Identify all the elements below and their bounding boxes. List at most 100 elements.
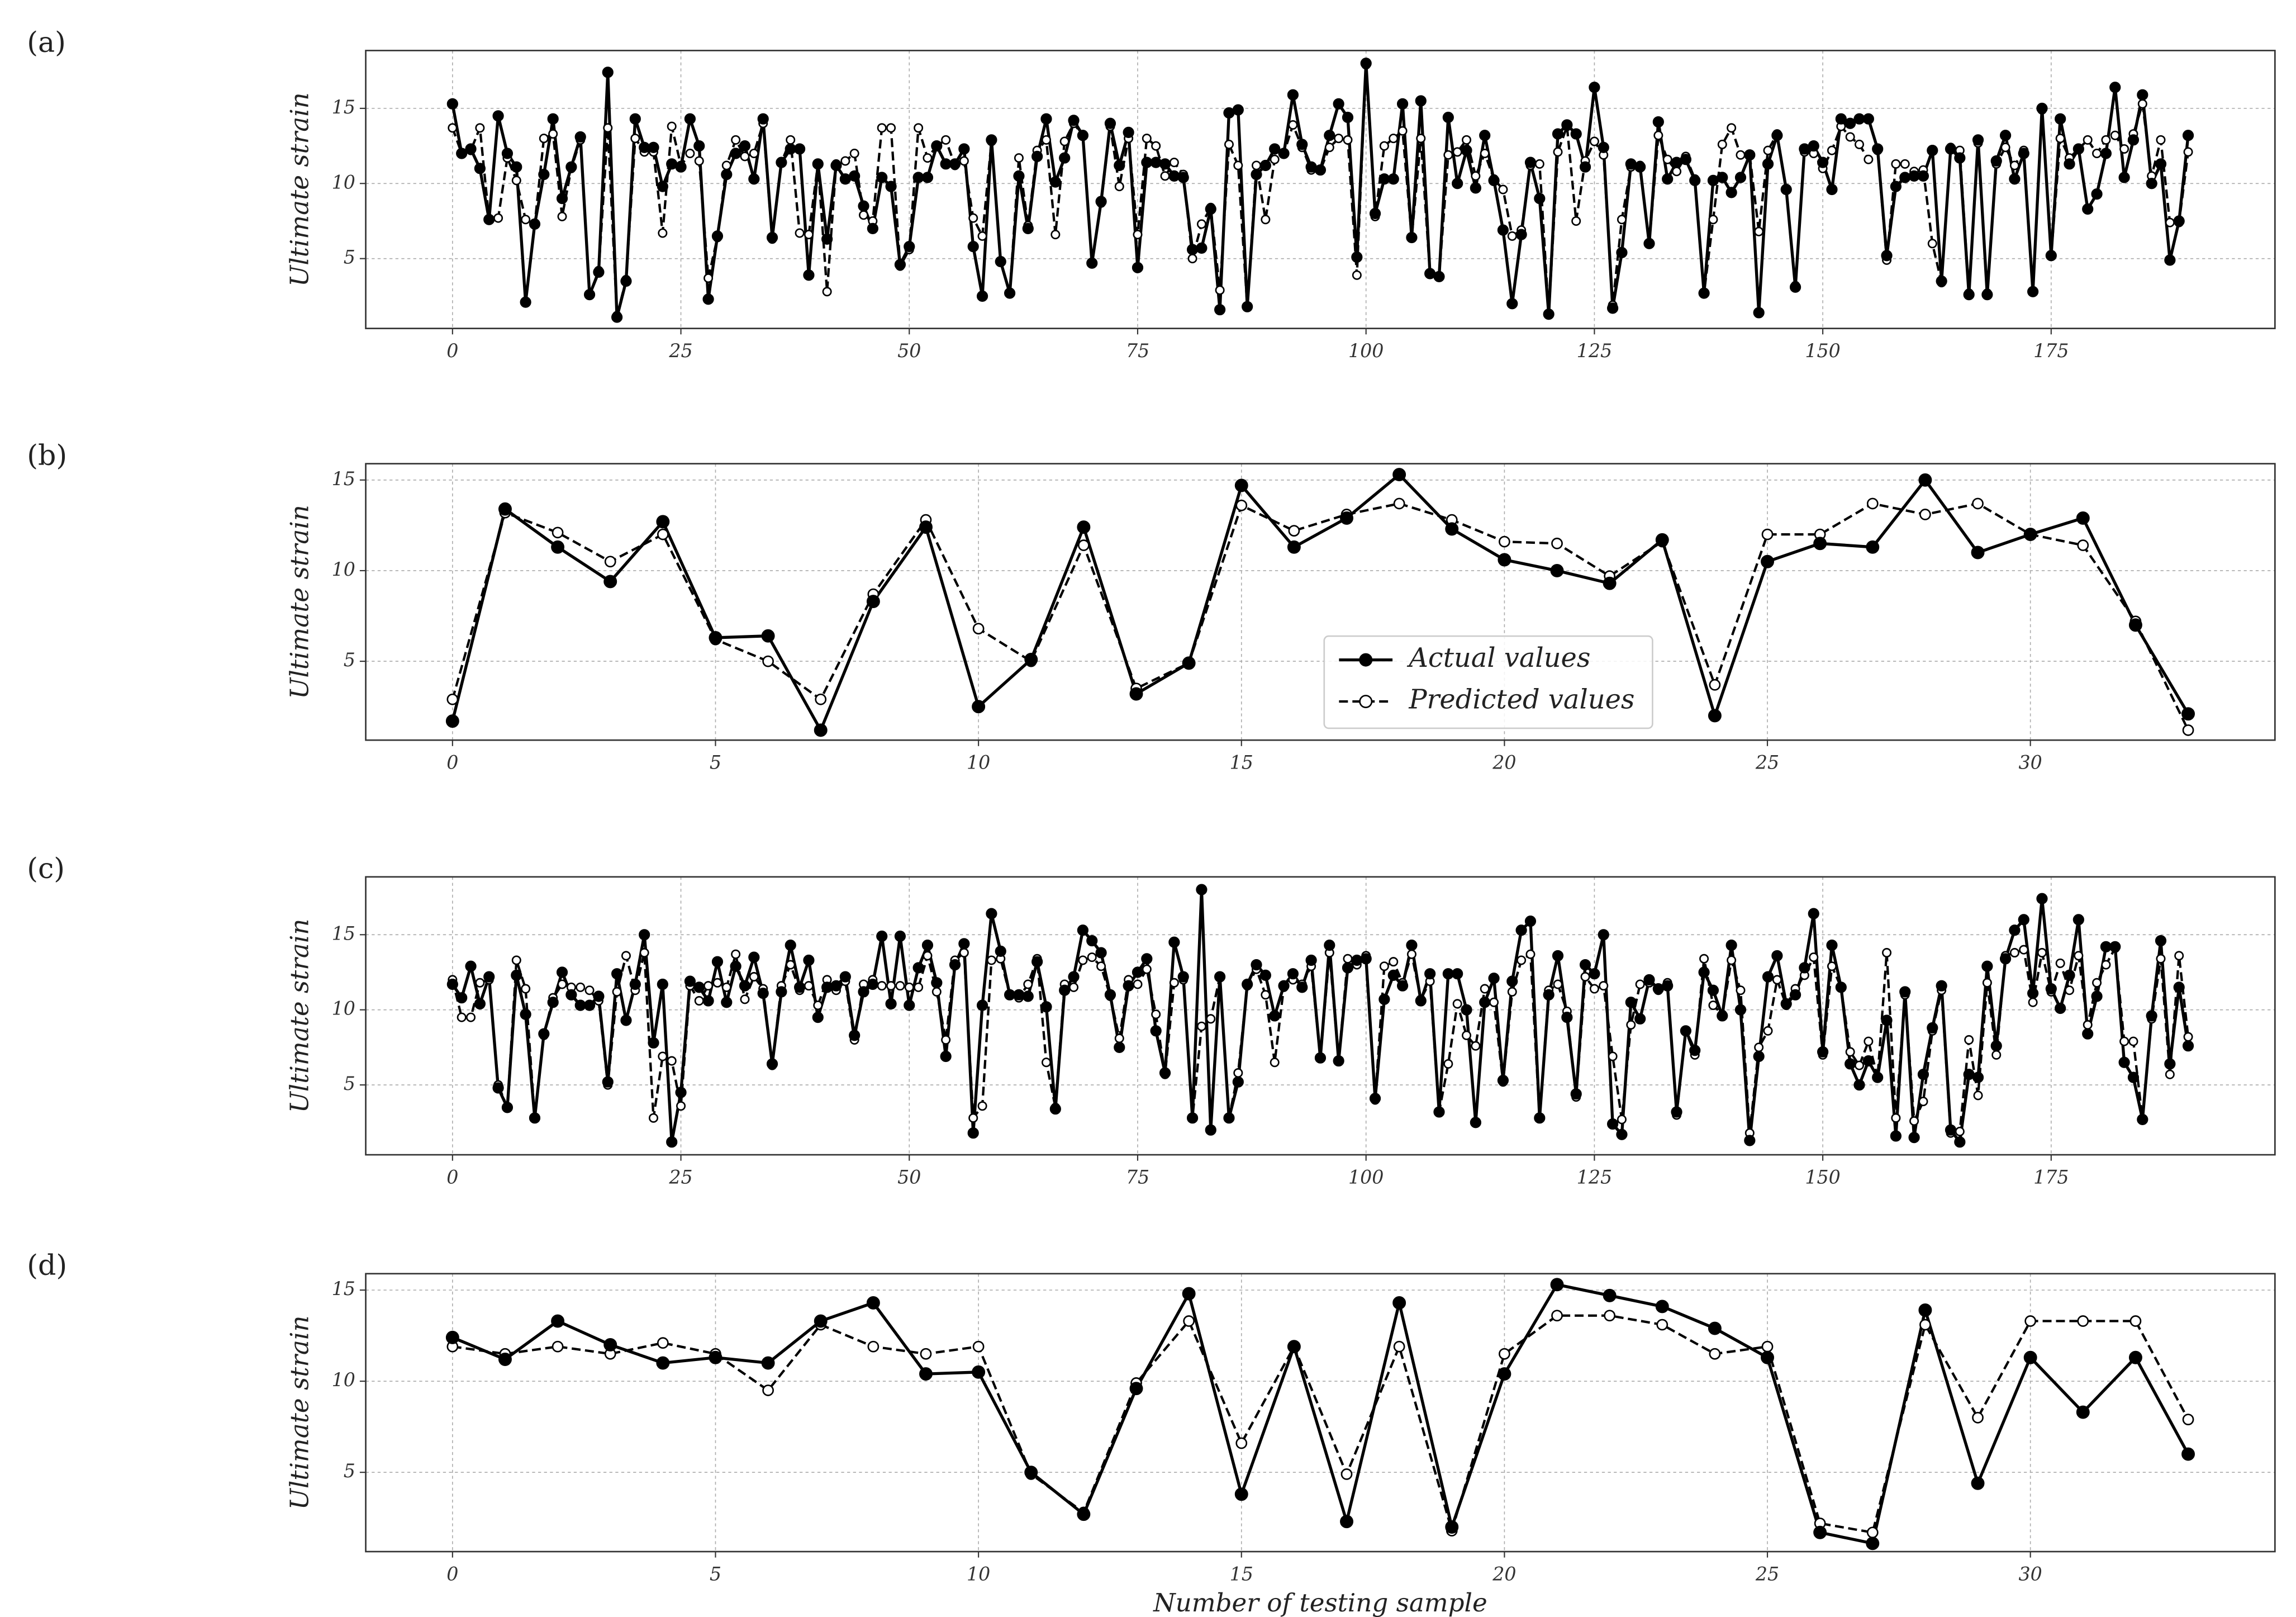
point — [2137, 99, 2147, 109]
point — [1333, 1055, 1344, 1067]
point — [920, 1348, 932, 1360]
point — [1827, 961, 1837, 971]
point — [1662, 154, 1672, 164]
point — [1699, 954, 1709, 964]
point — [1471, 1041, 1481, 1051]
point — [501, 148, 514, 159]
point — [1270, 1058, 1280, 1068]
point — [1261, 215, 1271, 225]
point — [2091, 188, 2103, 200]
point — [1340, 511, 1353, 525]
point — [986, 134, 997, 146]
actual-line — [451, 1283, 2190, 1545]
point — [657, 528, 669, 540]
point — [1278, 980, 1290, 992]
point — [1761, 528, 1774, 540]
plot-frame — [365, 50, 2276, 329]
point — [885, 181, 897, 192]
point — [483, 971, 495, 983]
point — [1866, 497, 1879, 510]
point — [1324, 143, 1334, 153]
point — [1866, 1526, 1879, 1539]
point — [465, 143, 477, 155]
point — [1177, 971, 1189, 983]
point — [1652, 116, 1664, 128]
point — [603, 1338, 617, 1352]
point — [866, 1296, 880, 1310]
point — [1598, 929, 1609, 941]
point — [1991, 1050, 2002, 1060]
point — [1462, 135, 1472, 145]
point — [593, 990, 605, 1002]
point — [1443, 1059, 1453, 1069]
point — [1553, 979, 1563, 989]
point — [2072, 143, 2084, 155]
actual-line — [451, 473, 2190, 732]
point — [1445, 522, 1459, 536]
point — [1078, 955, 1088, 965]
point — [2101, 960, 2111, 970]
point — [1653, 130, 1663, 140]
point — [1708, 215, 1718, 225]
point — [1499, 1348, 1510, 1360]
point — [1077, 130, 1088, 141]
point — [803, 269, 815, 281]
point — [1954, 1136, 1966, 1148]
point — [886, 123, 896, 133]
point — [1497, 224, 1509, 236]
point — [565, 989, 577, 1000]
point — [1415, 95, 1427, 107]
point — [639, 929, 650, 941]
point — [709, 630, 722, 644]
point — [1727, 123, 1737, 133]
point — [1479, 997, 1491, 1008]
point — [2137, 1113, 2148, 1125]
point — [757, 113, 769, 125]
point — [1114, 1033, 1124, 1044]
point — [1360, 58, 1372, 69]
point — [867, 1340, 880, 1353]
point — [703, 273, 714, 283]
point — [2165, 1069, 2175, 1079]
x-tick-label: 75 — [1126, 1166, 1149, 1188]
x-tick-label: 25 — [1755, 1563, 1779, 1585]
point — [977, 1101, 987, 1111]
point — [1096, 961, 1106, 971]
point — [1206, 1014, 1216, 1024]
point — [1182, 656, 1196, 670]
point — [931, 140, 943, 152]
point — [849, 1030, 861, 1041]
point — [1634, 161, 1646, 173]
point — [1972, 1071, 1984, 1083]
point — [1698, 287, 1710, 299]
point — [1589, 968, 1600, 980]
point — [721, 982, 731, 992]
point — [446, 978, 458, 990]
x-tick-label: 15 — [1230, 752, 1253, 774]
point — [1396, 98, 1409, 110]
point — [1334, 134, 1344, 144]
point — [684, 975, 696, 987]
point — [1972, 497, 1984, 510]
legend-label: Predicted values — [1408, 685, 1634, 715]
point — [812, 1012, 824, 1023]
point — [1689, 1045, 1701, 1056]
point — [762, 655, 774, 667]
point — [972, 1340, 985, 1353]
point — [776, 986, 787, 998]
point — [1881, 1014, 1893, 1026]
point — [1077, 1507, 1091, 1521]
point — [1813, 1525, 1827, 1539]
x-tick-label: 10 — [967, 752, 990, 774]
point — [1461, 1004, 1472, 1016]
point — [2018, 914, 2029, 926]
point — [2076, 1405, 2090, 1419]
point — [1261, 990, 1271, 1000]
point — [1169, 978, 1179, 988]
point — [1835, 113, 1847, 125]
point — [556, 966, 568, 978]
point — [1442, 111, 1454, 124]
point — [1809, 952, 1819, 962]
point — [1709, 1348, 1721, 1360]
point — [1862, 113, 1874, 125]
